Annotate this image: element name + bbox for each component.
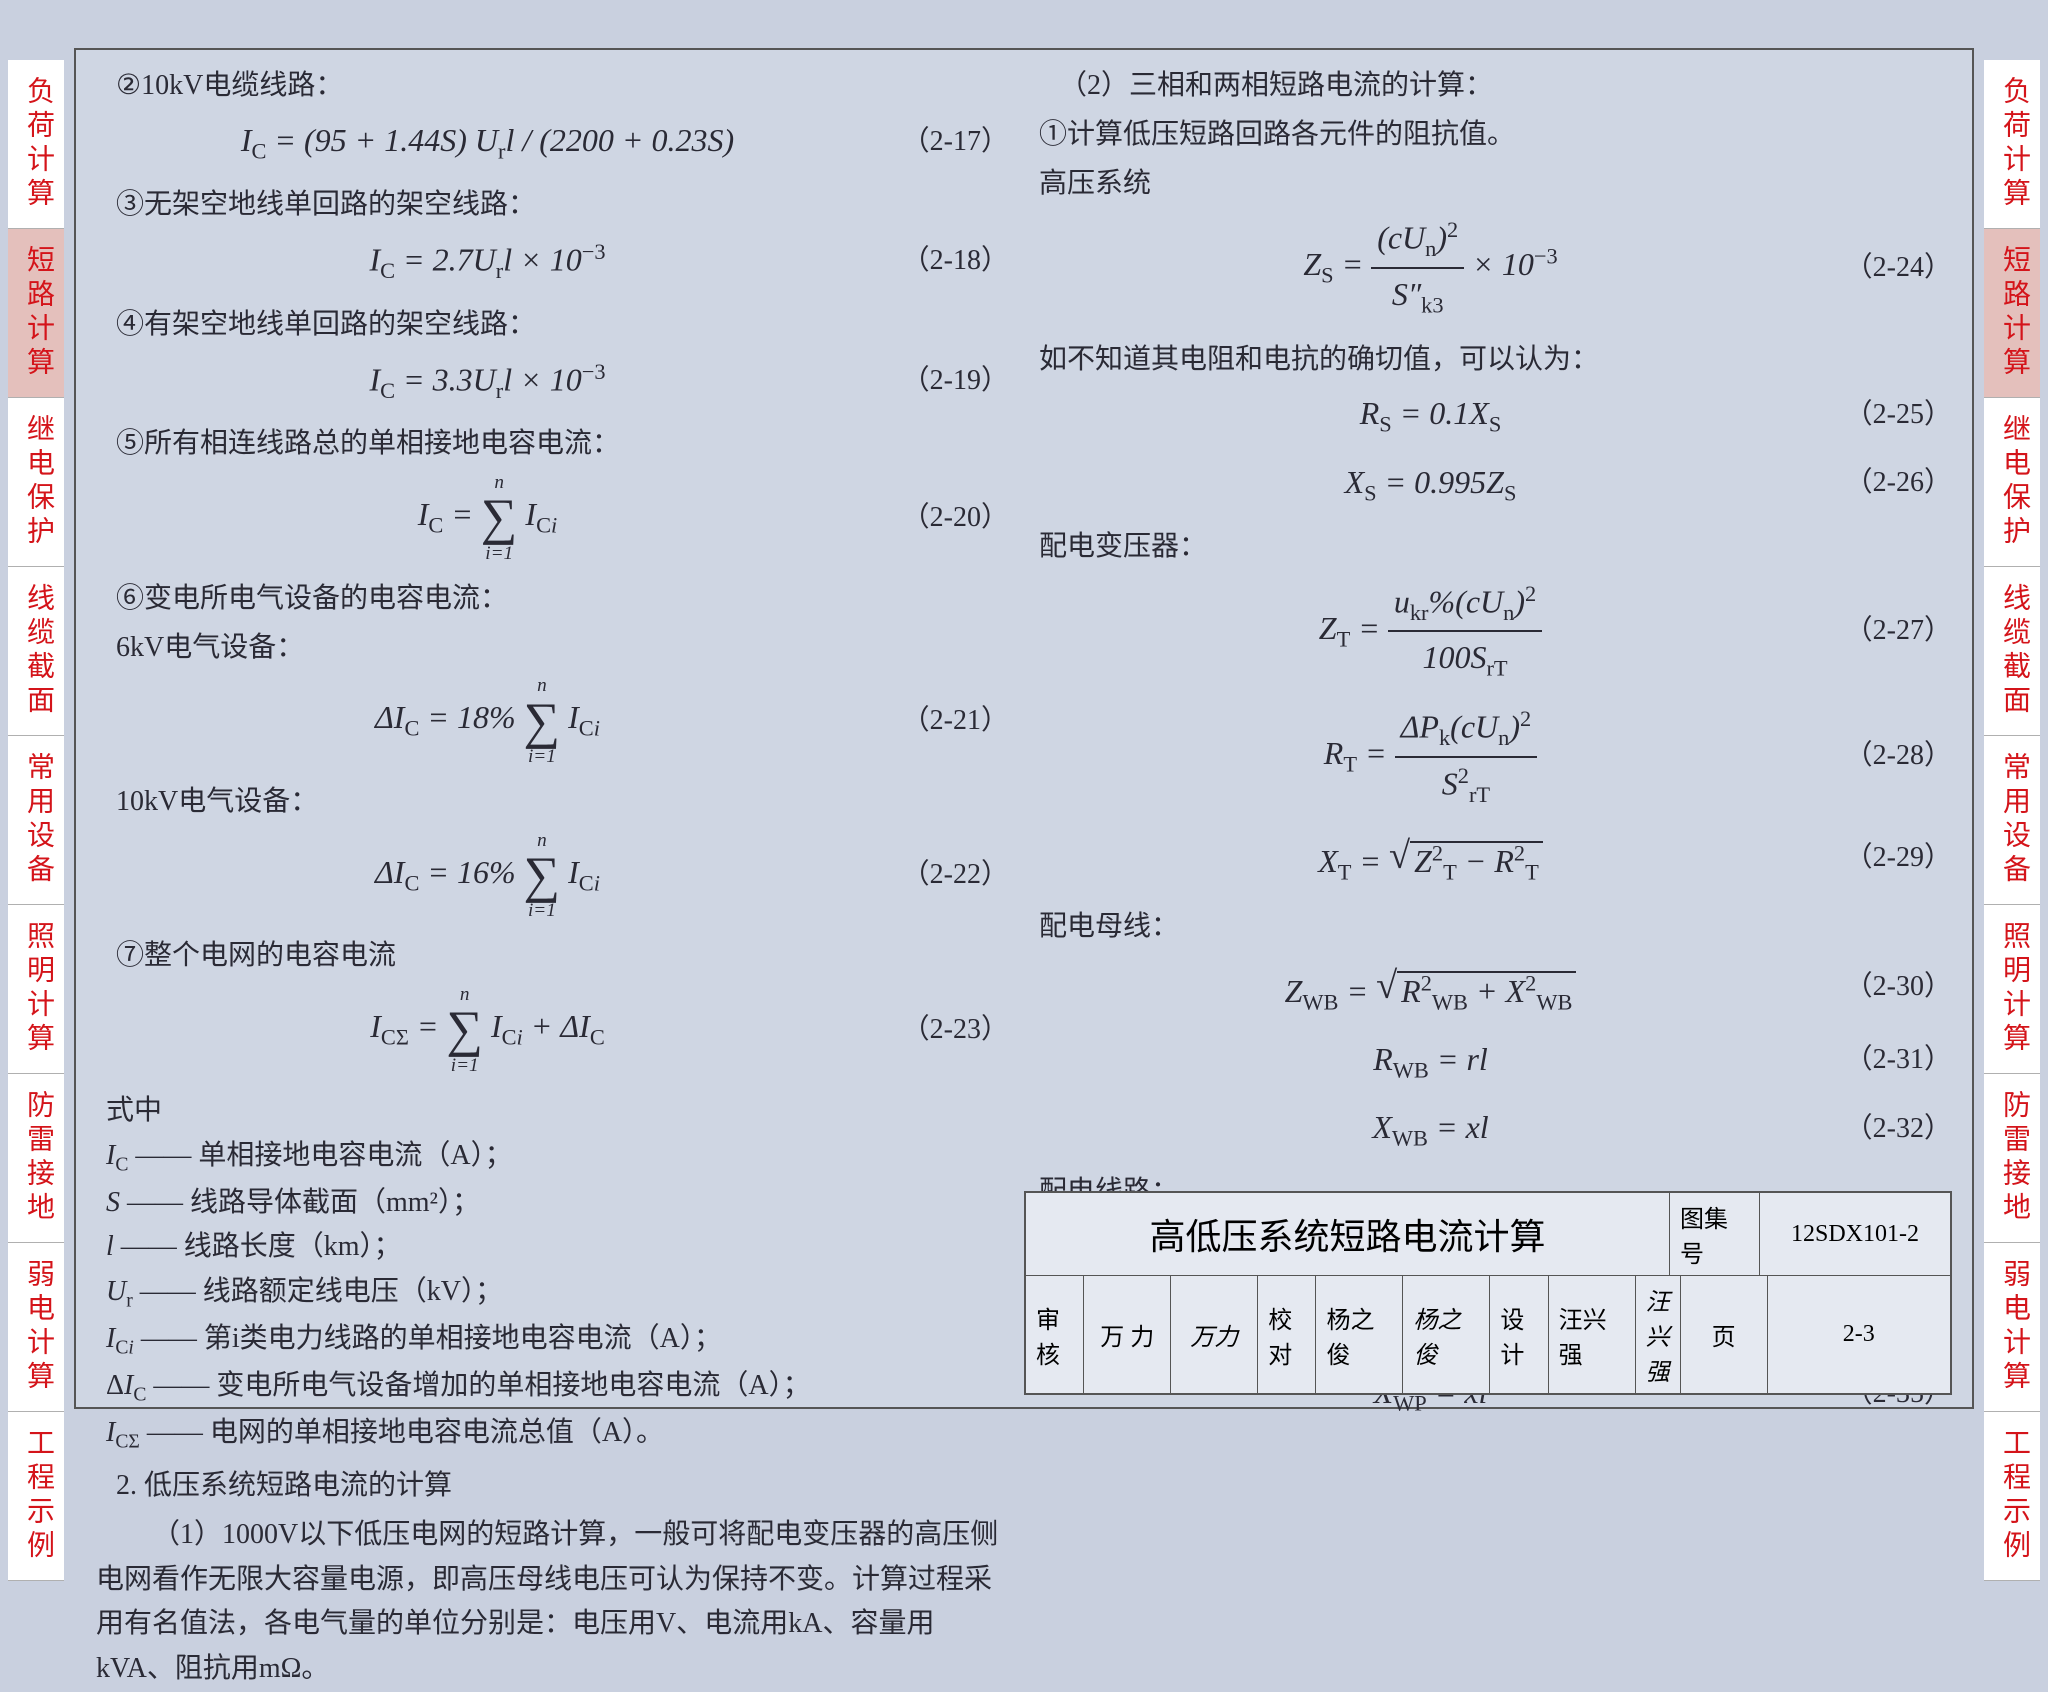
text-line: ①计算低压短路回路各元件的阻抗值。 xyxy=(1039,113,1952,158)
equation-2-23: ICΣ = n∑i=1 ICi + ΔIC （2-23） xyxy=(96,985,1009,1075)
title-block: 高低压系统短路电流计算 图集号 12SDX101-2 审核 万 力 万力 校对 … xyxy=(1024,1191,1952,1395)
tab-equipment[interactable]: 常用设备 xyxy=(8,736,64,905)
equation-2-19: IC = 3.3Url × 10−3 （2-19） xyxy=(96,354,1009,409)
section-heading: 2. 低压系统短路电流的计算 xyxy=(116,1464,1009,1509)
tab-lighting-r[interactable]: 照明计算 xyxy=(1984,905,2040,1074)
tab-short-circuit[interactable]: 短路计算 xyxy=(8,229,64,398)
right-tab-strip: 负荷计算 短路计算 继电保护 线缆截面 常用设备 照明计算 防雷接地 弱电计算 … xyxy=(1984,60,2040,1581)
text-line: 配电母线： xyxy=(1039,905,1952,950)
tab-equipment-r[interactable]: 常用设备 xyxy=(1984,736,2040,905)
text-line: ④有架空地线单回路的架空线路： xyxy=(116,303,1009,348)
tab-relay[interactable]: 继电保护 xyxy=(8,398,64,567)
def-line: Ur —— 线路额定线电压（kV）； xyxy=(206,1270,1009,1317)
tab-relay-r[interactable]: 继电保护 xyxy=(1984,398,2040,567)
equation-2-29: XT = √Z2T − R2T （2-29） xyxy=(1039,826,1952,890)
text-line: 如不知道其电阻和电抗的确切值，可以认为： xyxy=(1039,338,1952,383)
tab-lightning[interactable]: 防雷接地 xyxy=(8,1074,64,1243)
def-line: ICΣ —— 电网的单相接地电容电流总值（A）。 xyxy=(206,1411,1009,1458)
design-name: 汪兴强 xyxy=(1549,1276,1636,1393)
def-line: ΔIC —— 变电所电气设备增加的单相接地电容电流（A）； xyxy=(206,1364,1009,1411)
equation-2-21: ΔIC = 18% n∑i=1 ICi （2-21） xyxy=(96,676,1009,766)
definitions: 式中 IC —— 单相接地电容电流（A）； S —— 线路导体截面（mm²）； … xyxy=(106,1089,1009,1458)
page-number: 2-3 xyxy=(1768,1276,1950,1393)
tab-load-calc[interactable]: 负荷计算 xyxy=(8,60,64,229)
equation-2-25: RS = 0.1XS（2-25） xyxy=(1039,388,1952,442)
tab-examples[interactable]: 工程示例 xyxy=(8,1412,64,1581)
text-line: 高压系统 xyxy=(1039,162,1952,207)
equation-2-26: XS = 0.995ZS（2-26） xyxy=(1039,457,1952,511)
def-line: IC —— 单相接地电容电流（A）； xyxy=(206,1134,1009,1181)
page-frame: ②10kV电缆线路： IC = (95 + 1.44S) Url / (2200… xyxy=(74,48,1974,1409)
equation-2-32: XWB = xl（2-32） xyxy=(1039,1102,1952,1156)
equation-2-18: IC = 2.7Url × 10−3 （2-18） xyxy=(96,234,1009,289)
tab-load-calc-r[interactable]: 负荷计算 xyxy=(1984,60,2040,229)
proof-name: 杨之俊 xyxy=(1316,1276,1403,1393)
tab-lighting[interactable]: 照明计算 xyxy=(8,905,64,1074)
defs-head: 式中 xyxy=(106,1095,162,1126)
tab-lowvoltage[interactable]: 弱电计算 xyxy=(8,1243,64,1412)
left-column: ②10kV电缆线路： IC = (95 + 1.44S) Url / (2200… xyxy=(96,60,1009,1297)
set-label: 图集号 xyxy=(1670,1193,1760,1275)
proof-label: 校对 xyxy=(1258,1276,1316,1393)
tab-lightning-r[interactable]: 防雷接地 xyxy=(1984,1074,2040,1243)
design-label: 设计 xyxy=(1490,1276,1548,1393)
left-tab-strip: 负荷计算 短路计算 继电保护 线缆截面 常用设备 照明计算 防雷接地 弱电计算 … xyxy=(8,60,64,1581)
text-line: 6kV电气设备： xyxy=(116,626,1009,671)
def-line: ICi —— 第i类电力线路的单相接地电容电流（A）； xyxy=(206,1317,1009,1364)
def-line: l —— 线路长度（km）； xyxy=(206,1225,1009,1270)
design-sign: 汪兴强 xyxy=(1636,1276,1681,1393)
equation-2-31: RWB = rl（2-31） xyxy=(1039,1034,1952,1088)
text-line: ⑥变电所电气设备的电容电流： xyxy=(116,577,1009,622)
page-label: 页 xyxy=(1681,1276,1768,1393)
equation-2-28: RT = ΔPk(cUn)2S2rT （2-28） xyxy=(1039,701,1952,813)
equation-2-27: ZT = ukr%(cUn)2100SrT （2-27） xyxy=(1039,576,1952,687)
audit-sign: 万力 xyxy=(1171,1276,1258,1393)
audit-name: 万 力 xyxy=(1084,1276,1171,1393)
equation-2-30: ZWB = √R2WB + X2WB （2-30） xyxy=(1039,956,1952,1020)
equation-2-24: ZS = (cUn)2S″k3 × 10−3 （2-24） xyxy=(1039,212,1952,323)
right-column: （2）三相和两相短路电流的计算： ①计算低压短路回路各元件的阻抗值。 高压系统 … xyxy=(1039,60,1952,1297)
text-line: ③无架空地线单回路的架空线路： xyxy=(116,183,1009,228)
equation-2-20: IC = n∑i=1 ICi （2-20） xyxy=(96,473,1009,563)
text-line: ②10kV电缆线路： xyxy=(116,64,1009,109)
tab-short-circuit-r[interactable]: 短路计算 xyxy=(1984,229,2040,398)
text-line: 10kV电气设备： xyxy=(116,780,1009,825)
drawing-title: 高低压系统短路电流计算 xyxy=(1026,1193,1670,1275)
tab-lowvoltage-r[interactable]: 弱电计算 xyxy=(1984,1243,2040,1412)
page-content: ②10kV电缆线路： IC = (95 + 1.44S) Url / (2200… xyxy=(96,60,1952,1297)
tab-cable[interactable]: 线缆截面 xyxy=(8,567,64,736)
text-line: 配电变压器： xyxy=(1039,525,1952,570)
equation-2-22: ΔIC = 16% n∑i=1 ICi （2-22） xyxy=(96,831,1009,921)
tab-cable-r[interactable]: 线缆截面 xyxy=(1984,567,2040,736)
text-line: ⑤所有相连线路总的单相接地电容电流： xyxy=(116,422,1009,467)
set-number: 12SDX101-2 xyxy=(1760,1193,1950,1275)
text-line: （2）三相和两相短路电流的计算： xyxy=(1059,64,1952,109)
proof-sign: 杨之俊 xyxy=(1403,1276,1490,1393)
audit-label: 审核 xyxy=(1026,1276,1084,1393)
text-line: ⑦整个电网的电容电流 xyxy=(116,934,1009,979)
equation-2-17: IC = (95 + 1.44S) Url / (2200 + 0.23S) （… xyxy=(96,115,1009,169)
tab-examples-r[interactable]: 工程示例 xyxy=(1984,1412,2040,1581)
def-line: S —— 线路导体截面（mm²）； xyxy=(206,1181,1009,1226)
paragraph: （1）1000V以下低压电网的短路计算，一般可将配电变压器的高压侧电网看作无限大… xyxy=(96,1513,1009,1692)
